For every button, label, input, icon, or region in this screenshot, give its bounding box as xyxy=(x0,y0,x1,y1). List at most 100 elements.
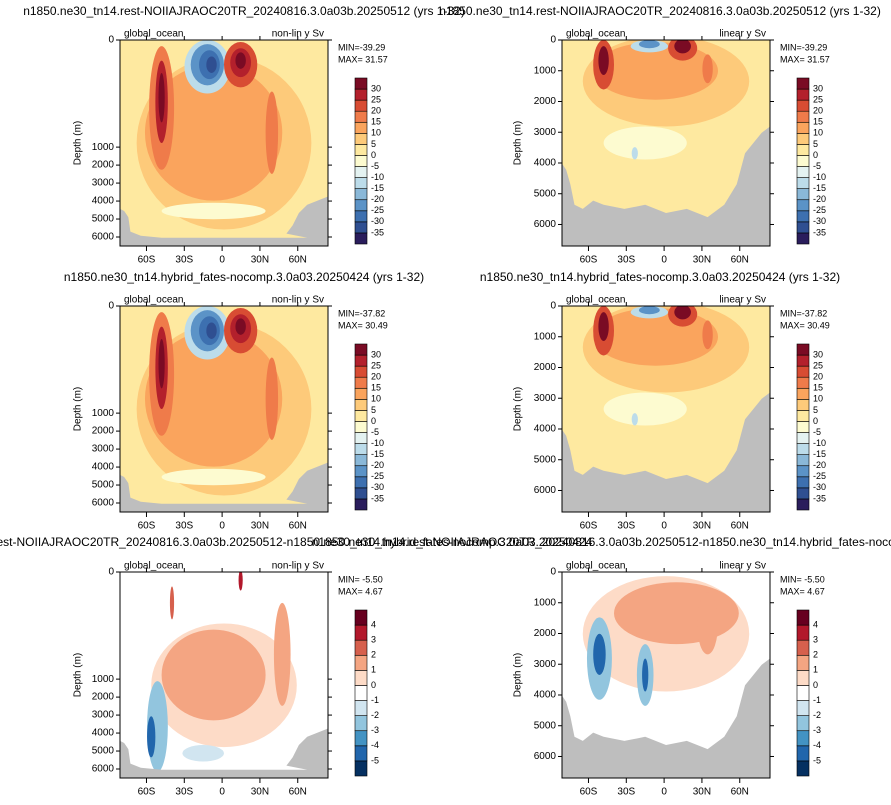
y-tick-label: 6000 xyxy=(534,219,557,230)
y-tick-label: 2000 xyxy=(534,628,557,639)
colorbar-label: -5 xyxy=(813,755,821,765)
colorbar-box xyxy=(796,99,810,112)
panel-title: n1850.ne30_tn14.rest-NOIIAJRAOC20TR_2024… xyxy=(23,4,465,18)
colorbar-label: -5 xyxy=(813,427,821,437)
colorbar-box xyxy=(354,144,368,156)
min-label: MIN= -5.50 xyxy=(780,574,825,584)
x-tick-label: 30N xyxy=(693,521,711,532)
max-label: MAX= 30.49 xyxy=(338,320,388,330)
colorbar-box xyxy=(796,487,810,500)
x-tick-label: 0 xyxy=(661,787,667,798)
y-tick-label: 0 xyxy=(550,567,556,578)
colorbar-label: 5 xyxy=(371,139,376,149)
panel: n1850.ne30_tn14.rest-NOIIAJRAOC20TR_2024… xyxy=(312,535,891,797)
colorbar-box xyxy=(796,177,810,189)
x-tick-label: 60S xyxy=(138,521,156,532)
y-tick-label: 5000 xyxy=(534,720,557,731)
contour-region xyxy=(697,592,718,655)
contour-region xyxy=(603,392,687,426)
panel: n1850.ne30_tn14.hybrid_fates-nocomp.3.0a… xyxy=(64,270,424,531)
contour-region xyxy=(702,54,713,84)
colorbar-label: -25 xyxy=(371,471,384,481)
colorbar-box xyxy=(796,654,810,671)
contour-region xyxy=(273,602,291,706)
colorbar-label: 15 xyxy=(371,117,381,127)
y-tick-label: 2000 xyxy=(92,692,115,703)
colorbar-label: 15 xyxy=(813,383,823,393)
colorbar-box xyxy=(354,609,368,626)
x-tick-label: 30S xyxy=(175,521,193,532)
colorbar-label: 1 xyxy=(371,665,376,675)
colorbar-label: 20 xyxy=(371,106,381,116)
colorbar-box xyxy=(354,443,368,455)
y-tick-label: 6000 xyxy=(92,498,115,509)
y-tick-label: 4000 xyxy=(534,158,557,169)
colorbar-box xyxy=(354,232,368,245)
x-tick-label: 60S xyxy=(580,255,598,266)
contour-region xyxy=(603,126,687,160)
max-label: MAX= 31.57 xyxy=(338,54,388,64)
contour-region xyxy=(235,52,246,69)
colorbar-box xyxy=(354,77,368,90)
colorbar-label: -35 xyxy=(813,227,826,237)
y-tick-label: 0 xyxy=(108,301,114,312)
min-label: MIN=-39.29 xyxy=(338,42,385,52)
colorbar-box xyxy=(354,110,368,123)
colorbar-box xyxy=(354,410,368,422)
contour-region xyxy=(702,320,713,350)
y-tick-label: 3000 xyxy=(534,659,557,670)
colorbar-label: -5 xyxy=(371,755,379,765)
contour-region xyxy=(638,306,660,315)
contour-region xyxy=(161,629,266,721)
colorbar-box xyxy=(796,155,810,167)
colorbar-label: 0 xyxy=(813,150,818,160)
colorbar-box xyxy=(796,365,810,378)
field xyxy=(562,40,770,246)
colorbar-box xyxy=(796,465,810,478)
colorbar-box xyxy=(796,133,810,145)
colorbar-box xyxy=(354,188,368,201)
x-tick-label: 0 xyxy=(219,787,225,798)
colorbar-box xyxy=(796,639,810,656)
colorbar-label: 3 xyxy=(371,635,376,645)
colorbar-label: 15 xyxy=(371,383,381,393)
y-tick-label: 1000 xyxy=(534,597,557,608)
y-tick-label: 5000 xyxy=(534,454,557,465)
colorbar-label: 0 xyxy=(813,680,818,690)
y-tick-label: 3000 xyxy=(92,444,115,455)
colorbar-label: 5 xyxy=(371,405,376,415)
colorbar-label: 10 xyxy=(371,394,381,404)
y-tick-label: 1000 xyxy=(534,65,557,76)
colorbar-box xyxy=(796,715,810,732)
colorbar-label: -10 xyxy=(371,172,384,182)
x-tick-label: 30S xyxy=(175,787,193,798)
colorbar-box xyxy=(796,454,810,467)
panel: n1850.ne30_tn14.rest-NOIIAJRAOC20TR_2024… xyxy=(23,4,465,265)
x-tick-label: 0 xyxy=(219,521,225,532)
contour-region xyxy=(638,40,660,49)
y-tick-label: 0 xyxy=(550,301,556,312)
min-label: MIN=-37.82 xyxy=(780,308,827,318)
y-axis-label: Depth (m) xyxy=(513,121,524,165)
field xyxy=(562,306,770,512)
colorbar-box xyxy=(354,730,368,747)
colorbar-box xyxy=(354,387,368,400)
y-tick-label: 6000 xyxy=(534,751,557,762)
colorbar-label: -1 xyxy=(371,695,379,705)
colorbar-box xyxy=(796,144,810,156)
colorbar-label: -5 xyxy=(371,427,379,437)
x-tick-label: 60S xyxy=(138,787,156,798)
x-tick-label: 30S xyxy=(617,255,635,266)
colorbar-label: 0 xyxy=(371,680,376,690)
colorbar-box xyxy=(354,465,368,478)
colorbar-label: -5 xyxy=(813,161,821,171)
colorbar-box xyxy=(796,670,810,686)
colorbar-box xyxy=(796,88,810,101)
colorbar-label: -30 xyxy=(371,216,384,226)
colorbar-box xyxy=(354,343,368,356)
colorbar-box xyxy=(354,221,368,234)
colorbar-box xyxy=(796,166,810,178)
max-label: MAX= 30.49 xyxy=(780,320,830,330)
y-axis-label: Depth (m) xyxy=(513,653,524,697)
colorbar-label: 30 xyxy=(371,349,381,359)
